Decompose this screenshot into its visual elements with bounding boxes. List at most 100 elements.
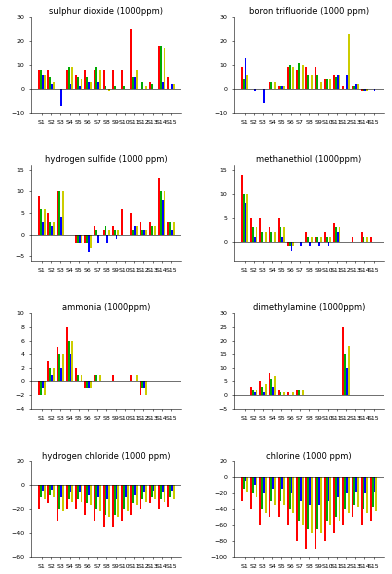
Bar bbox=[94, 375, 95, 382]
Bar bbox=[53, 485, 55, 497]
Bar bbox=[302, 65, 303, 89]
Bar bbox=[283, 227, 285, 242]
Title: methanethiol (1000ppm): methanethiol (1000ppm) bbox=[256, 156, 362, 165]
Bar bbox=[272, 387, 274, 395]
Bar bbox=[112, 70, 114, 89]
Bar bbox=[376, 477, 377, 511]
Bar bbox=[316, 237, 318, 242]
Bar bbox=[241, 67, 243, 89]
Bar bbox=[90, 382, 92, 388]
Bar bbox=[281, 237, 283, 242]
Bar bbox=[84, 70, 86, 89]
Bar bbox=[320, 237, 322, 242]
Bar bbox=[309, 477, 311, 505]
Bar bbox=[53, 368, 55, 382]
Bar bbox=[69, 485, 71, 492]
Bar bbox=[169, 222, 171, 235]
Bar bbox=[145, 87, 147, 89]
Bar bbox=[40, 485, 42, 497]
Bar bbox=[142, 82, 143, 89]
Bar bbox=[53, 82, 55, 89]
Bar bbox=[270, 82, 272, 89]
Bar bbox=[47, 485, 49, 503]
Bar bbox=[56, 191, 58, 235]
Bar bbox=[145, 485, 147, 502]
Bar bbox=[58, 354, 60, 382]
Bar bbox=[372, 477, 374, 507]
Bar bbox=[335, 477, 337, 517]
Bar bbox=[250, 218, 252, 242]
Bar bbox=[44, 485, 45, 499]
Bar bbox=[287, 477, 289, 525]
Bar bbox=[77, 235, 79, 243]
Bar bbox=[163, 48, 165, 89]
Bar bbox=[49, 368, 51, 382]
Bar bbox=[361, 477, 363, 525]
Bar bbox=[66, 485, 68, 509]
Bar bbox=[265, 232, 267, 242]
Bar bbox=[38, 485, 40, 509]
Bar bbox=[134, 226, 136, 235]
Bar bbox=[152, 485, 154, 491]
Bar bbox=[370, 237, 372, 242]
Bar bbox=[114, 87, 116, 89]
Bar bbox=[292, 242, 294, 246]
Bar bbox=[311, 75, 313, 89]
Bar bbox=[163, 485, 165, 502]
Bar bbox=[279, 87, 281, 89]
Bar bbox=[296, 477, 298, 541]
Title: boron trifluoride (1000 ppm): boron trifluoride (1000 ppm) bbox=[249, 7, 369, 17]
Bar bbox=[311, 477, 313, 533]
Bar bbox=[337, 75, 339, 89]
Bar bbox=[324, 232, 326, 242]
Bar bbox=[326, 477, 328, 521]
Bar bbox=[278, 87, 279, 89]
Bar bbox=[105, 226, 106, 235]
Bar bbox=[143, 485, 145, 492]
Bar bbox=[97, 485, 99, 497]
Bar bbox=[62, 485, 64, 511]
Bar bbox=[47, 70, 49, 89]
Bar bbox=[278, 477, 279, 517]
Bar bbox=[149, 82, 151, 89]
Bar bbox=[112, 226, 114, 235]
Bar bbox=[136, 226, 138, 235]
Bar bbox=[99, 70, 101, 89]
Bar bbox=[51, 84, 53, 89]
Title: chlorine (1000 ppm): chlorine (1000 ppm) bbox=[266, 452, 352, 460]
Bar bbox=[90, 485, 92, 506]
Bar bbox=[88, 235, 90, 252]
Bar bbox=[352, 477, 353, 517]
Bar bbox=[265, 384, 267, 395]
Bar bbox=[42, 222, 44, 235]
Bar bbox=[283, 87, 285, 89]
Bar bbox=[68, 340, 69, 382]
Bar bbox=[136, 375, 138, 382]
Bar bbox=[287, 393, 289, 395]
Bar bbox=[355, 477, 357, 491]
Bar bbox=[339, 75, 340, 89]
Bar bbox=[69, 354, 71, 382]
Bar bbox=[145, 382, 147, 395]
Bar bbox=[90, 82, 92, 89]
Bar bbox=[329, 237, 331, 242]
Bar bbox=[149, 222, 151, 235]
Bar bbox=[134, 77, 136, 89]
Bar bbox=[60, 89, 62, 106]
Bar bbox=[108, 89, 110, 91]
Bar bbox=[131, 29, 132, 89]
Bar bbox=[259, 477, 261, 525]
Bar bbox=[95, 67, 97, 89]
Bar bbox=[366, 237, 368, 242]
Bar bbox=[348, 477, 350, 513]
Bar bbox=[289, 242, 290, 246]
Bar bbox=[68, 67, 69, 89]
Bar bbox=[346, 75, 348, 89]
Bar bbox=[365, 89, 366, 91]
Bar bbox=[245, 203, 247, 242]
Bar bbox=[335, 227, 337, 242]
Bar bbox=[243, 477, 245, 489]
Bar bbox=[81, 375, 82, 382]
Bar bbox=[348, 34, 350, 89]
Bar bbox=[68, 485, 69, 499]
